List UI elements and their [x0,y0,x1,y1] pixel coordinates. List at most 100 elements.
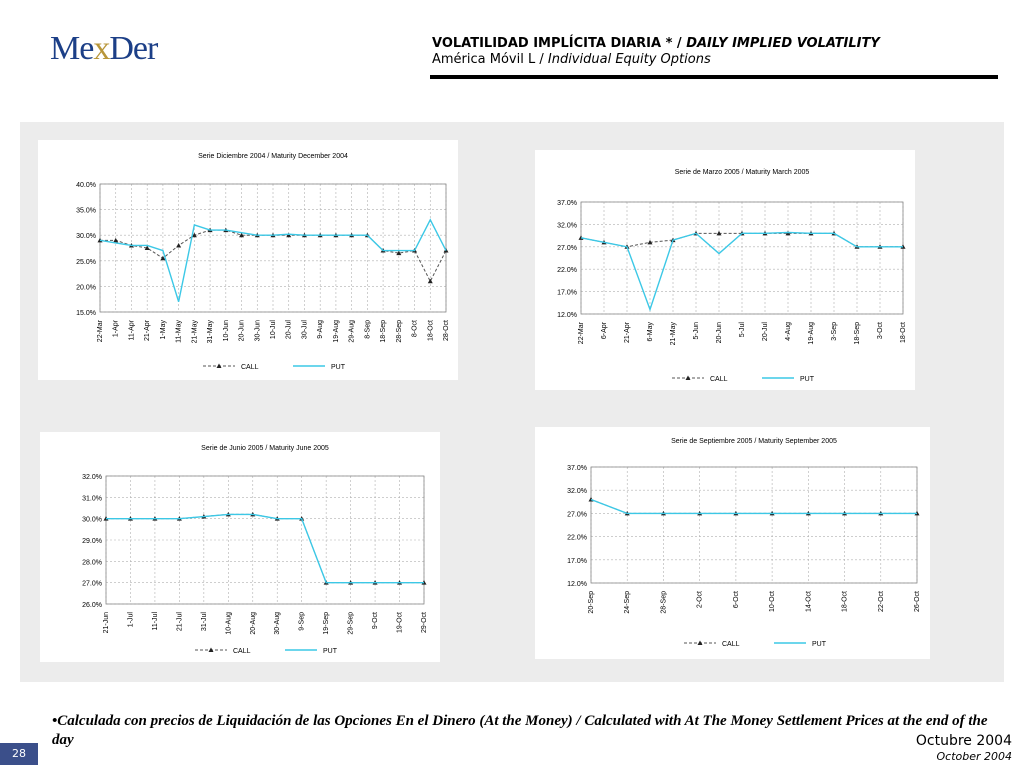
x-tick-label: 4-Aug [785,322,792,341]
call-marker [427,278,433,284]
chart-title: Serie de Septiembre 2005 / Maturity Sept… [671,438,837,445]
x-tick-label: 21-Jul [176,612,183,632]
x-tick-label: 18-Sep [380,320,387,343]
chart-december-2004: Serie Diciembre 2004 / Maturity December… [38,140,458,380]
charts-panel: Serie Diciembre 2004 / Maturity December… [20,122,1004,682]
x-tick-label: 31-Jul [201,612,208,632]
series-put-line [99,218,447,302]
legend-call-marker [208,647,214,652]
x-tick-label: 9-Sep [299,612,306,631]
footnote: •Calculada con precios de Liquidación de… [52,713,988,748]
x-tick-label: 20-Aug [250,612,257,635]
y-tick-label: 22.0% [567,535,587,542]
x-tick-label: 2-Oct [697,591,704,608]
call-marker [239,232,245,238]
x-tick-label: 10-Oct [769,591,776,612]
x-tick-label: 9-Aug [317,320,324,339]
legend-put-label: PUT [331,364,346,371]
series-call-line [106,513,424,584]
call-marker [191,232,197,238]
y-tick-label: 32.0% [82,474,102,481]
legend-call-label: CALL [722,641,740,648]
x-tick-label: 11-May [176,320,183,343]
x-tick-label: 18-Sep [854,322,861,345]
y-tick-label: 17.0% [567,558,587,565]
x-tick-label: 22-Mar [578,321,585,344]
call-marker [113,237,119,243]
x-tick-label: 10-Aug [225,612,232,635]
x-tick-label: 31-May [207,320,214,344]
x-tick-label: 18-Oct [900,322,907,343]
y-tick-label: 29.0% [82,538,102,545]
x-tick-label: 3-Sep [831,322,838,341]
x-tick-label: 28-Sep [396,320,403,343]
chart-title: Serie de Junio 2005 / Maturity June 2005 [201,445,329,452]
x-tick-label: 30-Jun [254,320,261,342]
x-tick-label: 29-Aug [349,320,356,343]
x-tick-label: 20-Jul [762,322,769,342]
page-subtitle: América Móvil L / Individual Equity Opti… [432,52,711,67]
legend-call-label: CALL [710,376,728,383]
x-tick-label: 21-May [670,322,677,346]
x-tick-label: 22-Oct [878,591,885,612]
x-tick-label: 26-Oct [914,591,921,612]
x-tick-label: 19-Aug [808,322,815,345]
page-number: 28 [0,743,38,765]
y-tick-label: 30.0% [82,517,102,524]
y-tick-label: 27.0% [82,581,102,588]
date-english: October 2004 [936,750,1012,763]
plot-frame [580,201,904,315]
x-tick-label: 20-Sep [588,591,595,614]
x-tick-label: 19-Sep [323,612,330,635]
legend-call-marker [697,640,703,645]
x-tick-label: 10-Jun [223,320,230,342]
legend-call-label: CALL [241,364,259,371]
x-tick-label: 5-Jul [739,322,746,338]
y-tick-label: 35.0% [76,208,96,215]
x-tick-label: 8-Sep [364,320,371,339]
y-tick-label: 26.0% [82,602,102,609]
y-tick-label: 20.0% [76,284,96,291]
x-tick-label: 1-Apr [113,319,120,337]
y-tick-label: 25.0% [76,259,96,266]
y-tick-label: 28.0% [82,559,102,566]
y-tick-label: 31.0% [82,495,102,502]
y-tick-label: 17.0% [557,290,577,297]
x-tick-label: 29-Sep [348,612,355,635]
x-tick-label: 19-Aug [333,320,340,343]
plot-frame [590,466,918,584]
x-tick-label: 10-Jul [270,320,277,340]
call-marker [396,250,402,256]
x-tick-label: 1-May [160,320,167,340]
x-tick-label: 11-Jul [152,612,159,631]
date-spanish: Octubre 2004 [915,733,1012,749]
x-tick-label: 11-Apr [128,319,135,340]
y-tick-label: 30.0% [76,233,96,240]
x-tick-label: 6-Apr [601,321,608,339]
plot-frame [99,183,447,313]
y-tick-label: 27.0% [557,245,577,252]
x-tick-label: 21-May [191,320,198,344]
x-tick-label: 6-Oct [733,591,740,608]
y-tick-label: 15.0% [76,310,96,317]
x-tick-label: 20-Jun [716,322,723,344]
x-tick-label: 30-Jul [301,320,308,340]
x-tick-label: 30-Aug [274,612,281,635]
x-tick-label: 29-Oct [421,612,428,633]
x-tick-label: 8-Oct [412,320,419,337]
chart-june-2005: Serie de Junio 2005 / Maturity June 2005… [40,432,440,662]
x-tick-label: 1-Jul [127,612,134,628]
call-marker [176,242,182,248]
page-header: VOLATILIDAD IMPLÍCITA DIARIA * / DAILY I… [432,36,1002,68]
chart-title: Serie de Marzo 2005 / Maturity March 200… [675,169,810,176]
x-tick-label: 5-Jun [693,322,700,340]
x-tick-label: 21-Apr [144,319,151,341]
call-marker [160,255,166,261]
page-title: VOLATILIDAD IMPLÍCITA DIARIA * / DAILY I… [432,36,880,51]
x-tick-label: 21-Jun [103,612,110,634]
y-tick-label: 27.0% [567,511,587,518]
x-tick-label: 18-Oct [842,591,849,612]
series-put-line [580,231,903,312]
series-call-line [590,499,917,514]
legend-call-label: CALL [233,648,251,655]
